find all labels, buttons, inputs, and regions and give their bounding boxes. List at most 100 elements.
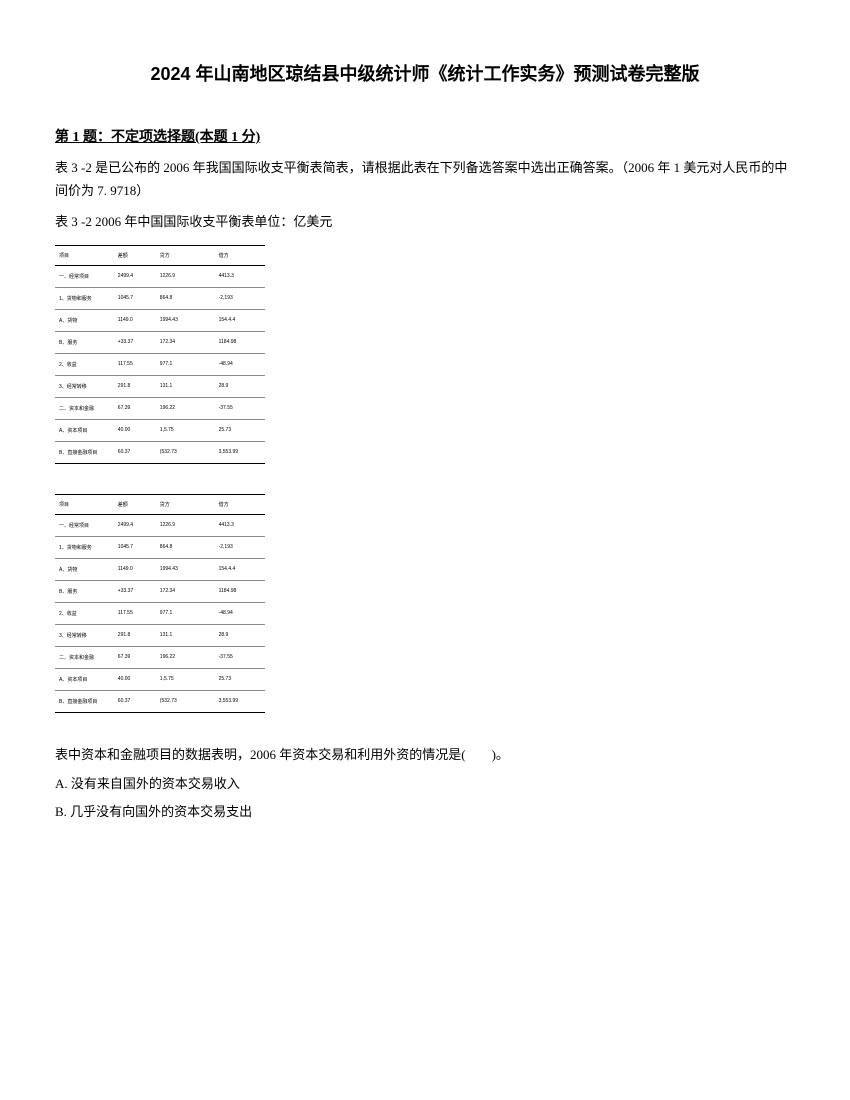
table-cell: 二、资本和金融 <box>55 646 114 668</box>
table-cell: -37.55 <box>215 646 265 668</box>
table-cell: 977.1 <box>156 602 215 624</box>
table-cell: 291.8 <box>114 375 156 397</box>
table-cell: 977.1 <box>156 353 215 375</box>
table-cell: 131.1 <box>156 375 215 397</box>
table-cell: 172.34 <box>156 331 215 353</box>
table-cell: -2,193 <box>215 287 265 309</box>
table-cell: 一、经常项目 <box>55 265 114 287</box>
balance-table-1: 项目 差额 贷方 借方 一、经常项目2499.41226.94413.31、货物… <box>55 245 265 464</box>
table-cell: -2,193 <box>215 536 265 558</box>
table-cell: 154.4.4 <box>215 558 265 580</box>
table-cell: (532.73 <box>156 441 215 463</box>
table-cell: 67.39 <box>114 397 156 419</box>
table-header: 借方 <box>215 245 265 265</box>
option-b: B. 几乎没有向国外的资本交易支出 <box>55 800 795 823</box>
question-text: 表 3 -2 是已公布的 2006 年我国国际收支平衡表简表，请根据此表在下列备… <box>55 156 795 203</box>
table-header: 项目 <box>55 494 114 514</box>
table-cell: A、资本项目 <box>55 419 114 441</box>
table-cell: 28.9 <box>215 624 265 646</box>
table-cell: 3、经常转移 <box>55 375 114 397</box>
table-cell: 1,5.75 <box>156 668 215 690</box>
table-cell: -48.94 <box>215 602 265 624</box>
table-row: 3、经常转移291.8131.128.9 <box>55 624 265 646</box>
table-cell: 二、资本和金融 <box>55 397 114 419</box>
table-cell: 1226.9 <box>156 514 215 536</box>
table-cell: 1226.9 <box>156 265 215 287</box>
table-caption: 表 3 -2 2006 年中国国际收支平衡表单位：亿美元 <box>55 211 795 230</box>
table-cell: 67.39 <box>114 646 156 668</box>
table-row: A、货物1149.01994.43154.4.4 <box>55 558 265 580</box>
table-row: 1、货物和服务1045.7864.8-2,193 <box>55 287 265 309</box>
table-cell: 40.00 <box>114 419 156 441</box>
table-header-row: 项目 差额 贷方 借方 <box>55 494 265 514</box>
table-header: 项目 <box>55 245 114 265</box>
table-cell: 3,553.99 <box>215 441 265 463</box>
question-header: 第 1 题：不定项选择题(本题 1 分) <box>55 126 795 146</box>
table-row: 1、货物和服务1045.7864.8-2,193 <box>55 536 265 558</box>
table-cell: -48.94 <box>215 353 265 375</box>
table-cell: A、货物 <box>55 558 114 580</box>
table-row: B、直接金融项目60.37(532.733,553.99 <box>55 441 265 463</box>
table-header: 差额 <box>114 494 156 514</box>
table-cell: 40.00 <box>114 668 156 690</box>
table-cell: 131.1 <box>156 624 215 646</box>
table-cell: B、直接金融项目 <box>55 690 114 712</box>
table-cell: 172.34 <box>156 580 215 602</box>
table-row: A、资本项目40.001,5.7525.73 <box>55 668 265 690</box>
table-row: 一、经常项目2499.41226.94413.3 <box>55 265 265 287</box>
table-header-row: 项目 差额 贷方 借方 <box>55 245 265 265</box>
table-row: 二、资本和金融67.39196.22-37.55 <box>55 646 265 668</box>
table-cell: 1994.43 <box>156 309 215 331</box>
table-row: B、服务+33.37172.341184.98 <box>55 580 265 602</box>
table-cell: +33.37 <box>114 331 156 353</box>
table-header: 借方 <box>215 494 265 514</box>
table-cell: (532.73 <box>156 690 215 712</box>
table-cell: 1184.98 <box>215 580 265 602</box>
table-cell: 1149.0 <box>114 558 156 580</box>
table-row: A、资本项目40.001,5.7525.73 <box>55 419 265 441</box>
table-cell: +33.37 <box>114 580 156 602</box>
table-cell: 60.37 <box>114 441 156 463</box>
table-cell: 864.8 <box>156 287 215 309</box>
table-cell: 864.8 <box>156 536 215 558</box>
table-cell: 196.22 <box>156 646 215 668</box>
table-cell: 2、收益 <box>55 353 114 375</box>
table-cell: A、资本项目 <box>55 668 114 690</box>
table-cell: 1、货物和服务 <box>55 287 114 309</box>
table-cell: 25.73 <box>215 419 265 441</box>
table-cell: B、服务 <box>55 331 114 353</box>
question-prompt: 表中资本和金融项目的数据表明，2006 年资本交易和利用外资的情况是( )。 <box>55 743 795 766</box>
table-cell: -37.55 <box>215 397 265 419</box>
table-cell: 2499.4 <box>114 514 156 536</box>
table-cell: 117.55 <box>114 353 156 375</box>
table-cell: 196.22 <box>156 397 215 419</box>
table-body-2: 一、经常项目2499.41226.94413.31、货物和服务1045.7864… <box>55 514 265 712</box>
table-cell: 60.37 <box>114 690 156 712</box>
balance-table-2: 项目 差额 贷方 借方 一、经常项目2499.41226.94413.31、货物… <box>55 494 265 713</box>
table-cell: 4413.3 <box>215 514 265 536</box>
document-title: 2024 年山南地区琼结县中级统计师《统计工作实务》预测试卷完整版 <box>55 60 795 86</box>
table-row: 3、经常转移291.8131.128.9 <box>55 375 265 397</box>
table-cell: 1149.0 <box>114 309 156 331</box>
table-header: 差额 <box>114 245 156 265</box>
table-cell: 4413.3 <box>215 265 265 287</box>
table-cell: 1045.7 <box>114 287 156 309</box>
table-cell: 2、收益 <box>55 602 114 624</box>
table-cell: 一、经常项目 <box>55 514 114 536</box>
table-cell: 1045.7 <box>114 536 156 558</box>
table-body-1: 一、经常项目2499.41226.94413.31、货物和服务1045.7864… <box>55 265 265 463</box>
table-cell: 1、货物和服务 <box>55 536 114 558</box>
table-header: 贷方 <box>156 245 215 265</box>
table-cell: 3,553.99 <box>215 690 265 712</box>
table-cell: 3、经常转移 <box>55 624 114 646</box>
table-cell: A、货物 <box>55 309 114 331</box>
table-row: 2、收益117.55977.1-48.94 <box>55 353 265 375</box>
table-cell: 1,5.75 <box>156 419 215 441</box>
table-header: 贷方 <box>156 494 215 514</box>
table-cell: 291.8 <box>114 624 156 646</box>
table-cell: 25.73 <box>215 668 265 690</box>
table-row: 一、经常项目2499.41226.94413.3 <box>55 514 265 536</box>
table-row: A、货物1149.01994.43154.4.4 <box>55 309 265 331</box>
table-row: 二、资本和金融67.39196.22-37.55 <box>55 397 265 419</box>
table-row: B、服务+33.37172.341184.98 <box>55 331 265 353</box>
